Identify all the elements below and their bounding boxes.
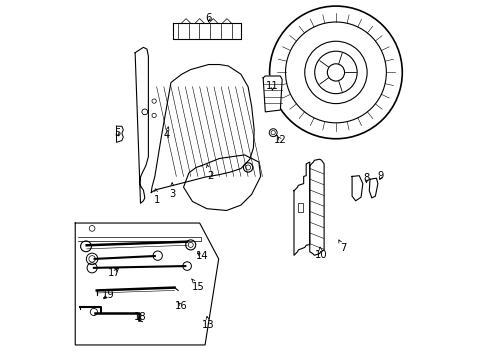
Bar [297, 203, 303, 212]
Polygon shape [183, 155, 260, 211]
Text: 4: 4 [163, 127, 169, 140]
Text: 14: 14 [196, 251, 208, 261]
Text: 5: 5 [114, 129, 120, 138]
Text: 2: 2 [206, 165, 213, 181]
Text: 3: 3 [169, 183, 176, 199]
Polygon shape [151, 64, 254, 193]
Text: 16: 16 [175, 301, 188, 311]
Polygon shape [309, 159, 324, 255]
Polygon shape [368, 178, 377, 198]
Text: 6: 6 [205, 13, 211, 23]
Text: 11: 11 [265, 81, 278, 91]
Text: 19: 19 [102, 290, 114, 300]
Text: 10: 10 [315, 247, 327, 260]
Text: 17: 17 [108, 267, 121, 278]
Text: 1: 1 [153, 189, 160, 205]
Text: 12: 12 [273, 135, 286, 145]
Text: 18: 18 [134, 312, 146, 322]
Polygon shape [135, 47, 148, 203]
Text: 7: 7 [338, 240, 346, 253]
Polygon shape [351, 176, 362, 201]
Text: 8: 8 [363, 173, 369, 183]
Text: 9: 9 [377, 171, 383, 181]
Polygon shape [293, 162, 309, 255]
Polygon shape [116, 126, 123, 142]
Polygon shape [263, 76, 282, 112]
Text: 15: 15 [191, 279, 204, 292]
Text: 13: 13 [202, 316, 215, 330]
